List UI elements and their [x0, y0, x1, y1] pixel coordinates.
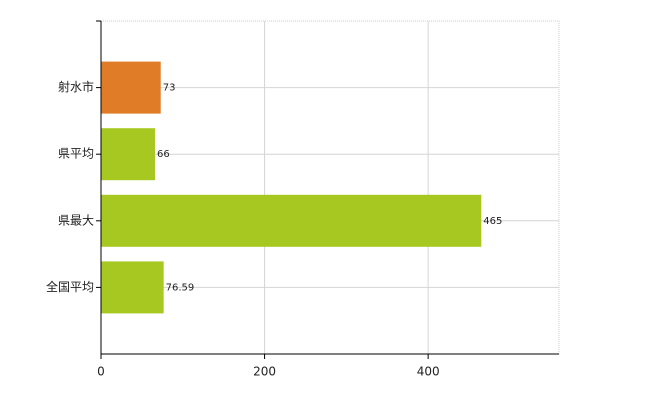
value-label: 66: [157, 149, 170, 160]
y-tick-label: 全国平均: [46, 279, 94, 294]
bar: [101, 61, 161, 114]
y-tick-label: 県平均: [58, 147, 94, 161]
value-label: 73: [163, 83, 176, 94]
y-tick-label: 県最大: [58, 213, 94, 227]
value-label: 76.59: [166, 282, 195, 293]
bar: [101, 194, 482, 247]
bar: [101, 128, 155, 181]
value-label: 465: [483, 216, 502, 227]
x-tick-label: 0: [97, 365, 105, 379]
x-tick-label: 200: [253, 365, 276, 379]
y-tick-label: 射水市: [58, 79, 94, 94]
bar: [101, 261, 164, 314]
x-tick-label: 400: [417, 365, 440, 379]
